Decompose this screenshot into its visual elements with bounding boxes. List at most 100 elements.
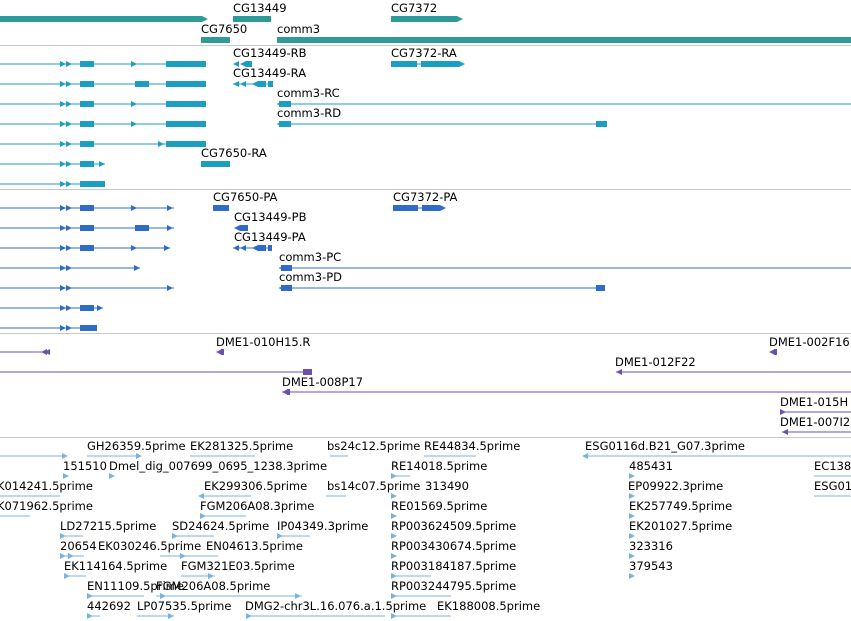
est-label[interactable]: EK030246.5prime [98,539,202,553]
est-label[interactable]: FGM206A08.5prime [156,579,271,593]
est-label[interactable]: FGM321E03.5prime [181,559,295,573]
protein-row[interactable] [0,245,170,251]
est-label[interactable]: 313490 [425,479,469,493]
est-label[interactable]: EK114164.5prime [64,559,168,573]
est-label[interactable]: DMG2-chr3L.16.076.a.1.5prime [245,599,427,613]
protein-row[interactable] [0,285,174,291]
protein-label[interactable]: comm3-PC [279,250,342,264]
est-label[interactable]: 442692 [87,599,131,613]
clone-label[interactable]: DME1-010H15.R [216,335,311,349]
est-label[interactable]: 485431 [629,459,673,473]
est-label[interactable]: EK299306.5prime [204,479,308,493]
gene-feature-cg7372[interactable] [391,16,457,22]
est-label[interactable]: RE44834.5prime [424,439,521,453]
transcript-label[interactable]: comm3-RC [277,86,340,100]
transcript-label[interactable]: CG13449-RB [233,46,307,60]
transcript-label[interactable]: CG7650-RA [201,146,267,160]
transcript-row[interactable] [0,161,105,167]
transcript-cg7372-ra[interactable] [391,61,465,67]
est-label[interactable]: EK281325.5prime [190,439,294,453]
protein-label[interactable]: CG13449-PA [234,230,306,244]
transcript-cg13449-rb[interactable] [233,61,252,67]
protein-comm3-pc[interactable] [279,265,851,271]
gene-label-comm3[interactable]: comm3 [277,22,321,36]
est-label[interactable]: EN04613.5prime [206,539,303,553]
est-features[interactable] [0,453,851,619]
protein-label[interactable]: CG13449-PB [234,210,307,224]
est-label[interactable]: EK188008.5prime [437,599,541,613]
est-label[interactable]: bs24c12.5prime [327,439,421,453]
transcript-row[interactable] [0,121,206,127]
gene-feature-comm3[interactable] [277,37,851,43]
est-label[interactable]: EP09922.3prime [628,479,724,493]
est-label[interactable]: 20654 [60,539,97,553]
transcript-row[interactable] [0,61,206,67]
transcript-label[interactable]: comm3-RD [277,106,342,120]
protein-row[interactable] [0,265,140,271]
est-label[interactable]: EK201027.5prime [629,519,733,533]
est-label[interactable]: bs14c07.5prime [327,479,421,493]
transcript-comm3-rd[interactable] [277,121,607,127]
clone-feature-dme1-002f16[interactable] [769,349,777,355]
est-label[interactable]: EK257749.5prime [629,499,733,513]
protein-row[interactable] [0,305,103,311]
est-label[interactable]: ESG0116d.B21_G07.3prime [585,439,745,453]
protein-row[interactable] [0,205,174,211]
clone-feature[interactable] [0,369,312,375]
est-label[interactable]: SD24624.5prime [172,519,270,533]
clone-feature-dme1-007i2[interactable] [782,429,851,435]
transcript-label[interactable]: CG7372-RA [391,46,457,60]
gene-label-cg7650[interactable]: CG7650 [201,22,248,36]
clone-label[interactable]: DME1-012F22 [615,355,696,369]
est-label[interactable]: K014241.5prime [0,479,93,493]
protein-label[interactable]: comm3-PD [279,270,343,284]
est-label[interactable]: LD27215.5prime [60,519,157,533]
protein-label[interactable]: CG7372-PA [393,190,458,204]
est-label[interactable]: RE14018.5prime [391,459,488,473]
gene-feature-cg7650[interactable] [201,37,230,43]
est-label[interactable]: Dmel_dig_007699_0695_1238.3prime [109,459,328,473]
clone-feature-dme1-012f22[interactable] [616,369,851,375]
est-label[interactable]: 151510 [63,459,107,473]
est-label[interactable]: EN11109.5prime [87,579,184,593]
transcript-row[interactable] [0,181,105,187]
est-label[interactable]: EC138 [814,459,851,473]
gene-feature[interactable] [0,16,202,22]
est-label[interactable]: RP003184187.5prime [391,559,517,573]
est-label[interactable]: FGM206A08.3prime [200,499,315,513]
protein-cg7372-pa[interactable] [393,205,446,211]
transcript-row[interactable] [0,81,206,87]
protein-row[interactable] [0,225,174,231]
protein-cg7650-pa[interactable] [213,205,229,211]
clone-label[interactable]: DME1-002F16 [769,335,850,349]
est-label[interactable]: 323316 [629,539,673,553]
est-label[interactable]: 379543 [629,559,673,573]
protein-cg13449-pb[interactable] [234,225,248,231]
clone-feature-dme1-010h15[interactable] [216,349,224,355]
transcript-row[interactable] [0,101,206,107]
est-label[interactable]: RP003244795.5prime [391,579,517,593]
est-label[interactable]: RE01569.5prime [391,499,488,513]
gene-feature-cg13449[interactable] [233,16,271,22]
transcript-label[interactable]: CG13449-RA [233,66,307,80]
transcript-cg7650-ra[interactable] [201,161,230,167]
gene-label-cg13449[interactable]: CG13449 [233,1,287,15]
protein-label[interactable]: CG7650-PA [213,190,278,204]
clone-feature-dme1-008p17[interactable] [282,389,851,395]
est-label[interactable]: IP04349.3prime [277,519,369,533]
clone-label[interactable]: DME1-007I2 [780,415,851,429]
protein-row[interactable] [0,325,97,331]
clone-feature-dme1-015h[interactable] [780,409,851,415]
est-label[interactable]: LP07535.5prime [137,599,232,613]
protein-cg13449-pa[interactable] [233,245,272,251]
protein-comm3-pd[interactable] [279,285,605,291]
est-label[interactable]: RP003430674.5prime [391,539,517,553]
est-label[interactable]: RP003624509.5prime [391,519,517,533]
clone-feature[interactable] [0,349,50,355]
est-label[interactable]: ESG01 [814,479,851,493]
clone-label[interactable]: DME1-008P17 [282,375,364,389]
gene-label-cg7372[interactable]: CG7372 [391,1,438,15]
est-label[interactable]: K071962.5prime [0,499,93,513]
clone-label[interactable]: DME1-015H [780,395,849,409]
est-label[interactable]: GH26359.5prime [87,439,186,453]
